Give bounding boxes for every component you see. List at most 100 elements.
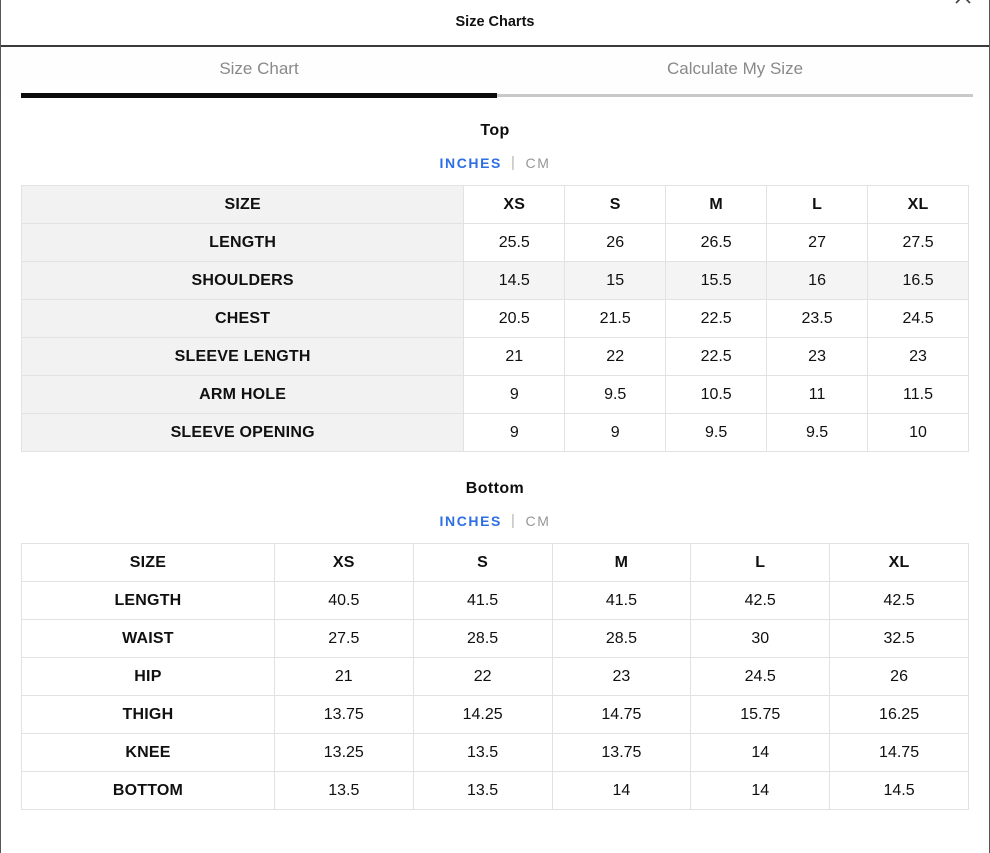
inches-toggle[interactable]: INCHES (439, 154, 502, 171)
table-row: BOTTOM 13.5 13.5 14 14 14.5 (21, 771, 969, 810)
value-cell: 14.75 (829, 733, 969, 772)
header-cell: S (564, 185, 667, 224)
row-label-cell: KNEE (21, 733, 275, 772)
value-cell: 14.75 (551, 695, 692, 734)
value-cell: 15.5 (665, 261, 768, 300)
value-cell: 16.25 (829, 695, 969, 734)
table-row: KNEE 13.25 13.5 13.75 14 14.75 (21, 733, 969, 772)
row-label-cell: SLEEVE LENGTH (20, 337, 465, 376)
row-label-cell: LENGTH (21, 581, 275, 620)
value-cell: 14.5 (829, 771, 969, 810)
value-cell: 41.5 (551, 581, 692, 620)
value-cell: 28.5 (551, 619, 692, 658)
header-cell: M (665, 185, 768, 224)
close-icon[interactable] (953, 0, 973, 6)
tab-size-chart-label: Size Chart (219, 58, 299, 78)
value-cell: 28.5 (412, 619, 553, 658)
value-cell: 9 (463, 413, 566, 452)
size-table: SIZE XS S M L XL LENGTH 40.5 41.5 41.5 42.5 42.5 WAI… (21, 543, 969, 810)
value-cell: 22.5 (665, 299, 768, 338)
dialog-header: Size Charts (1, 0, 989, 47)
value-cell: 15.75 (690, 695, 831, 734)
value-cell: 21 (273, 657, 414, 696)
value-cell: 14 (690, 771, 831, 810)
table-row: SLEEVE LENGTH 21 22 22.5 23 23 (20, 337, 969, 376)
value-cell: 9 (564, 413, 667, 452)
header-cell: L (690, 543, 831, 582)
value-cell: 26 (564, 223, 667, 262)
header-cell: XL (829, 543, 969, 582)
header-cell: M (551, 543, 692, 582)
value-cell: 16 (766, 261, 869, 300)
value-cell: 9 (463, 375, 566, 414)
table-row: THIGH 13.75 14.25 14.75 15.75 16.25 (21, 695, 969, 734)
tab-size-chart[interactable]: Size Chart (21, 47, 497, 98)
value-cell: 25.5 (463, 223, 566, 262)
value-cell: 21 (463, 337, 566, 376)
table-row: ARM HOLE 9 9.5 10.5 11 11.5 (20, 375, 969, 414)
table-row: SLEEVE OPENING 9 9 9.5 9.5 10 (20, 413, 969, 452)
value-cell: 14.25 (412, 695, 553, 734)
value-cell: 13.75 (551, 733, 692, 772)
row-label-cell: BOTTOM (21, 771, 275, 810)
unit-toggle-bottom: INCHES | CM (1, 512, 989, 529)
value-cell: 24.5 (690, 657, 831, 696)
value-cell: 13.25 (273, 733, 414, 772)
cm-toggle[interactable]: CM (525, 154, 551, 171)
row-label-cell: ARM HOLE (20, 375, 465, 414)
header-cell: XS (463, 185, 566, 224)
value-cell: 9.5 (665, 413, 768, 452)
dialog-title: Size Charts (455, 14, 535, 30)
header-cell: L (766, 185, 869, 224)
inches-toggle[interactable]: INCHES (439, 512, 502, 529)
tab-calculate-my-size-label: Calculate My Size (666, 58, 804, 78)
table-header-row: SIZE XS S M L XL (21, 543, 969, 582)
unit-separator: | (511, 512, 517, 529)
table-row: WAIST 27.5 28.5 28.5 30 32.5 (21, 619, 969, 658)
tab-calculate-my-size[interactable]: Calculate My Size (497, 47, 973, 98)
value-cell: 42.5 (829, 581, 969, 620)
table-row: HIP 21 22 23 24.5 26 (21, 657, 969, 696)
value-cell: 21.5 (564, 299, 667, 338)
value-cell: 27.5 (273, 619, 414, 658)
value-cell: 10.5 (665, 375, 768, 414)
value-cell: 11.5 (867, 375, 969, 414)
value-cell: 9.5 (564, 375, 667, 414)
row-label-cell: WAIST (21, 619, 275, 658)
header-cell: S (412, 543, 553, 582)
value-cell: 20.5 (463, 299, 566, 338)
tab-bar: Size Chart Calculate My Size (1, 47, 989, 98)
top-size-table: SIZE XS S M L XL LENGTH 25.5 26 26.5 27 27.5 SHOULDE… (20, 185, 969, 452)
section-top-heading: Top (480, 122, 510, 139)
table-header-row: SIZE XS S M L XL (20, 185, 969, 224)
value-cell: 24.5 (867, 299, 969, 338)
cm-toggle[interactable]: CM (525, 512, 551, 529)
value-cell: 9.5 (766, 413, 869, 452)
value-cell: 23 (766, 337, 869, 376)
section-bottom: Bottom INCHES | CM SIZE XS S M L XL LENGTH 40.5… (1, 480, 989, 810)
section-bottom-heading: Bottom (465, 480, 525, 497)
value-cell: 11 (766, 375, 869, 414)
section-top: Top INCHES | CM SIZE XS S M L XL LENGTH 25.5 26 2… (1, 122, 989, 452)
table-row: CHEST 20.5 21.5 22.5 23.5 24.5 (20, 299, 969, 338)
table-row: SHOULDERS 14.5 15 15.5 16 16.5 (20, 261, 969, 300)
value-cell: 40.5 (273, 581, 414, 620)
table-row: LENGTH 40.5 41.5 41.5 42.5 42.5 (21, 581, 969, 620)
row-label-cell: THIGH (21, 695, 275, 734)
value-cell: 22 (564, 337, 667, 376)
value-cell: 14 (690, 733, 831, 772)
size-table: SIZE XS S M L XL LENGTH 25.5 26 26.5 27 27.5 SHOULDE… (20, 185, 969, 452)
value-cell: 23 (867, 337, 969, 376)
value-cell: 22 (412, 657, 553, 696)
value-cell: 26 (829, 657, 969, 696)
row-label-cell: CHEST (20, 299, 465, 338)
row-label-cell: LENGTH (20, 223, 465, 262)
value-cell: 13.75 (273, 695, 414, 734)
value-cell: 41.5 (412, 581, 553, 620)
value-cell: 23.5 (766, 299, 869, 338)
header-cell: XL (867, 185, 969, 224)
value-cell: 30 (690, 619, 831, 658)
header-size-cell: SIZE (20, 185, 465, 224)
value-cell: 26.5 (665, 223, 768, 262)
unit-separator: | (511, 154, 517, 171)
